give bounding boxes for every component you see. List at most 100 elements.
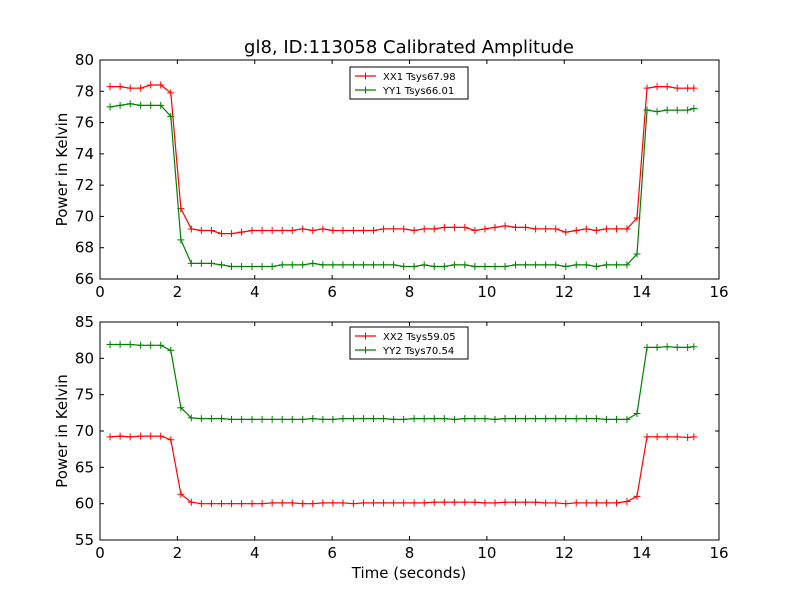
- data-point: [278, 415, 286, 423]
- data-point: [309, 227, 317, 235]
- data-point: [299, 415, 307, 423]
- data-point: [390, 415, 398, 423]
- data-point: [572, 227, 580, 235]
- data-point: [440, 498, 448, 506]
- data-point: [623, 261, 631, 269]
- data-point: [522, 498, 530, 506]
- data-point: [623, 497, 631, 505]
- data-point: [187, 225, 195, 233]
- data-point: [481, 262, 489, 270]
- data-point: [217, 261, 225, 269]
- data-point: [278, 227, 286, 235]
- data-point: [684, 106, 692, 114]
- data-point: [643, 343, 651, 351]
- data-point: [217, 415, 225, 423]
- data-point: [319, 415, 327, 423]
- data-point: [299, 225, 307, 233]
- data-point: [339, 499, 347, 507]
- data-point: [380, 415, 388, 423]
- data-point: [592, 262, 600, 270]
- legend-box: [349, 66, 469, 100]
- data-point: [248, 262, 256, 270]
- series-line-xx1: [110, 84, 694, 235]
- x-tick-label: 2: [173, 283, 183, 301]
- x-tick-label: 8: [405, 283, 415, 301]
- data-point: [522, 415, 530, 423]
- data-point: [147, 432, 155, 440]
- data-point: [633, 492, 641, 500]
- data-point: [684, 343, 692, 351]
- data-point: [461, 223, 469, 231]
- data-point: [522, 261, 530, 269]
- data-point: [248, 415, 256, 423]
- data-point: [602, 225, 610, 233]
- data-point: [471, 415, 479, 423]
- data-point: [440, 223, 448, 231]
- data-point: [126, 433, 134, 441]
- data-point: [238, 415, 246, 423]
- data-point: [532, 498, 540, 506]
- data-point: [684, 84, 692, 92]
- y-tick-label: 55: [75, 531, 94, 549]
- data-point: [552, 225, 560, 233]
- data-point: [359, 261, 367, 269]
- data-point: [299, 261, 307, 269]
- data-point: [228, 415, 236, 423]
- data-point: [370, 227, 378, 235]
- y-tick-label: 72: [75, 176, 94, 194]
- data-point: [643, 84, 651, 92]
- y-tick-label: 80: [75, 349, 94, 367]
- data-point: [329, 261, 337, 269]
- data-point: [299, 500, 307, 508]
- data-point: [217, 500, 225, 508]
- data-point: [400, 415, 408, 423]
- data-point: [582, 225, 590, 233]
- data-point: [157, 81, 165, 89]
- data-point: [207, 227, 215, 235]
- data-point: [116, 341, 124, 349]
- data-point: [197, 500, 205, 508]
- data-point: [137, 84, 145, 92]
- data-point: [491, 499, 499, 507]
- data-point: [552, 499, 560, 507]
- data-point: [582, 499, 590, 507]
- x-tick-label: 4: [250, 283, 260, 301]
- data-point: [633, 410, 641, 418]
- series-line-yy1: [110, 103, 695, 268]
- data-point: [491, 223, 499, 231]
- data-point: [390, 225, 398, 233]
- data-point: [197, 259, 205, 267]
- data-point: [420, 415, 428, 423]
- data-point: [167, 346, 175, 354]
- data-point: [370, 261, 378, 269]
- data-point: [137, 432, 145, 440]
- y-tick-label: 70: [75, 207, 94, 225]
- y-tick-label: 75: [75, 386, 94, 404]
- data-point: [512, 261, 520, 269]
- data-point: [349, 415, 357, 423]
- x-tick-label: 12: [555, 544, 574, 562]
- data-point: [349, 227, 357, 235]
- data-point: [106, 341, 114, 349]
- data-point: [653, 83, 661, 91]
- data-point: [238, 262, 246, 270]
- data-point: [430, 262, 438, 270]
- data-point: [663, 106, 671, 114]
- y-tick-label: 70: [75, 422, 94, 440]
- y-tick-label: 85: [75, 313, 94, 331]
- data-point: [663, 83, 671, 91]
- data-point: [612, 499, 620, 507]
- data-point: [126, 341, 134, 349]
- data-point: [147, 81, 155, 89]
- data-point: [562, 228, 570, 236]
- data-point: [673, 343, 681, 351]
- data-point: [582, 261, 590, 269]
- data-point: [673, 106, 681, 114]
- data-point: [673, 84, 681, 92]
- y-tick-label: 68: [75, 239, 94, 257]
- data-point: [370, 415, 378, 423]
- data-point: [137, 101, 145, 109]
- legend-label: XX2 Tsys59.05: [383, 332, 456, 343]
